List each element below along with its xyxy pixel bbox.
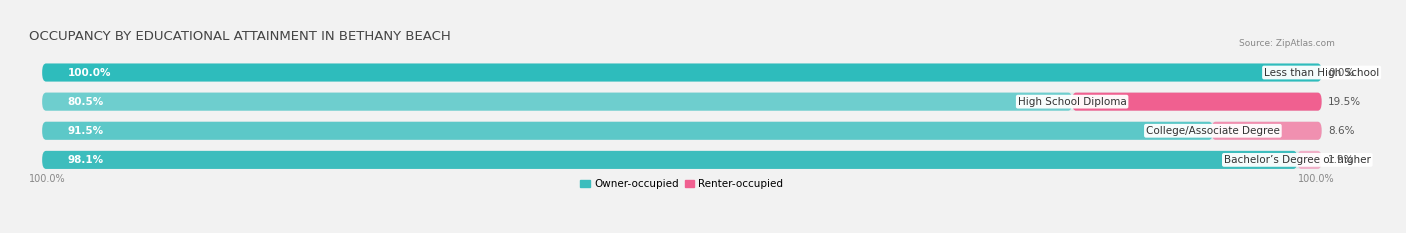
Text: 19.5%: 19.5% (1329, 97, 1361, 107)
Text: 91.5%: 91.5% (67, 126, 104, 136)
Text: 100.0%: 100.0% (30, 174, 66, 184)
Text: OCCUPANCY BY EDUCATIONAL ATTAINMENT IN BETHANY BEACH: OCCUPANCY BY EDUCATIONAL ATTAINMENT IN B… (30, 30, 451, 43)
Text: College/Associate Degree: College/Associate Degree (1146, 126, 1279, 136)
Text: 100.0%: 100.0% (1298, 174, 1334, 184)
Text: 8.6%: 8.6% (1329, 126, 1354, 136)
FancyBboxPatch shape (42, 93, 1073, 111)
FancyBboxPatch shape (1212, 122, 1322, 140)
Text: 80.5%: 80.5% (67, 97, 104, 107)
FancyBboxPatch shape (42, 122, 1322, 140)
FancyBboxPatch shape (42, 122, 1213, 140)
FancyBboxPatch shape (42, 64, 1322, 82)
Text: 1.9%: 1.9% (1329, 155, 1354, 165)
Text: 100.0%: 100.0% (67, 68, 111, 78)
Text: 0.0%: 0.0% (1329, 68, 1354, 78)
FancyBboxPatch shape (1073, 93, 1322, 111)
Text: Source: ZipAtlas.com: Source: ZipAtlas.com (1239, 39, 1334, 48)
Text: 98.1%: 98.1% (67, 155, 104, 165)
FancyBboxPatch shape (1298, 151, 1322, 169)
Text: Less than High School: Less than High School (1264, 68, 1379, 78)
Text: High School Diploma: High School Diploma (1018, 97, 1126, 107)
Legend: Owner-occupied, Renter-occupied: Owner-occupied, Renter-occupied (576, 175, 787, 193)
FancyBboxPatch shape (42, 64, 1322, 82)
FancyBboxPatch shape (42, 151, 1322, 169)
FancyBboxPatch shape (42, 93, 1322, 111)
Text: Bachelor’s Degree or higher: Bachelor’s Degree or higher (1223, 155, 1371, 165)
FancyBboxPatch shape (42, 151, 1298, 169)
